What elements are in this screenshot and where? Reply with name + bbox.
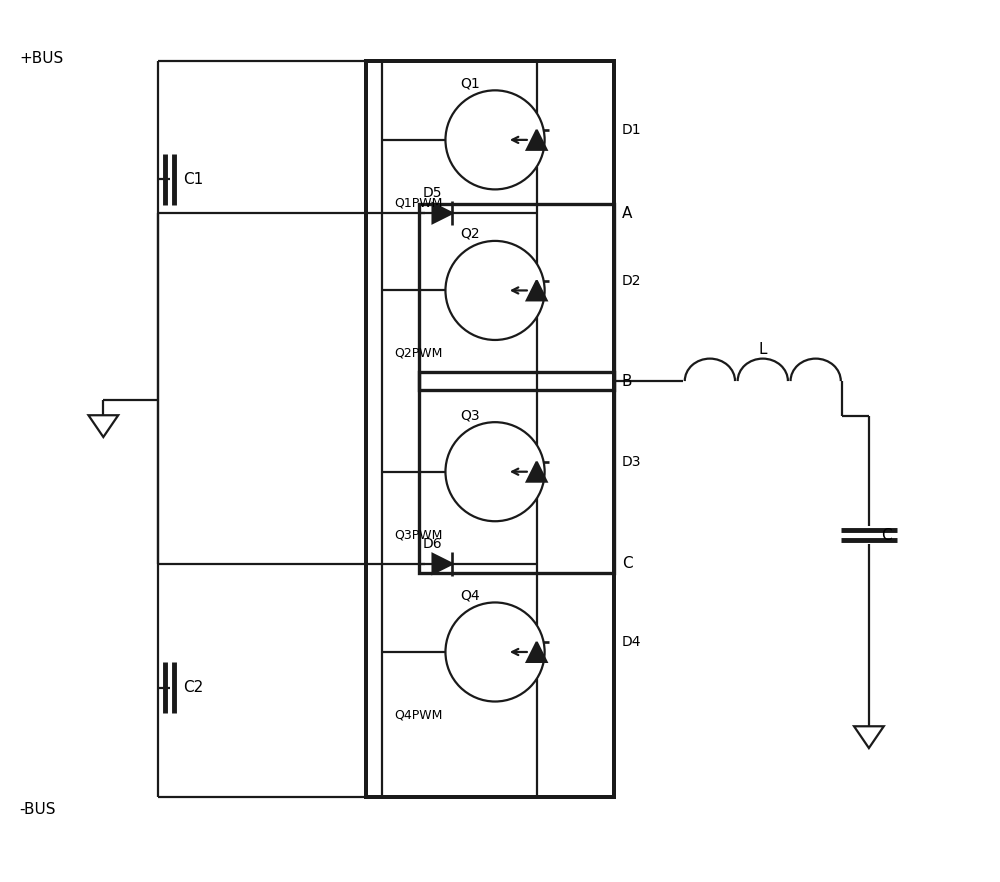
Circle shape bbox=[445, 602, 545, 701]
Text: C1: C1 bbox=[183, 172, 203, 187]
Bar bbox=[419, 372, 614, 572]
Text: B: B bbox=[622, 374, 632, 389]
Text: C: C bbox=[881, 527, 891, 542]
Polygon shape bbox=[527, 462, 547, 482]
Bar bbox=[366, 61, 614, 796]
Text: +BUS: +BUS bbox=[19, 51, 63, 66]
Text: D5: D5 bbox=[423, 186, 442, 200]
Text: Q2PWM: Q2PWM bbox=[394, 347, 442, 360]
Text: D6: D6 bbox=[423, 537, 442, 551]
Text: C: C bbox=[622, 557, 633, 572]
Text: D3: D3 bbox=[622, 455, 641, 469]
Text: Q2: Q2 bbox=[460, 227, 480, 241]
Circle shape bbox=[445, 241, 545, 340]
Text: D4: D4 bbox=[622, 635, 641, 649]
Text: Q3: Q3 bbox=[460, 408, 480, 422]
Polygon shape bbox=[433, 554, 452, 573]
Text: -BUS: -BUS bbox=[19, 802, 56, 817]
Polygon shape bbox=[527, 642, 547, 662]
Text: D1: D1 bbox=[622, 123, 642, 137]
Text: Q4: Q4 bbox=[460, 588, 480, 602]
Text: L: L bbox=[759, 342, 767, 357]
Text: A: A bbox=[622, 206, 632, 220]
Polygon shape bbox=[527, 130, 547, 150]
Circle shape bbox=[445, 90, 545, 190]
Text: Q1: Q1 bbox=[460, 77, 480, 91]
Polygon shape bbox=[527, 280, 547, 301]
Text: C2: C2 bbox=[183, 680, 203, 695]
Text: D2: D2 bbox=[622, 273, 641, 288]
Text: Q4PWM: Q4PWM bbox=[394, 708, 442, 721]
Text: Q3PWM: Q3PWM bbox=[394, 528, 442, 542]
Circle shape bbox=[445, 422, 545, 521]
Bar bbox=[419, 205, 614, 390]
Text: Q1PWM: Q1PWM bbox=[394, 197, 442, 209]
Polygon shape bbox=[433, 203, 452, 223]
Polygon shape bbox=[854, 726, 884, 748]
Polygon shape bbox=[88, 415, 118, 437]
